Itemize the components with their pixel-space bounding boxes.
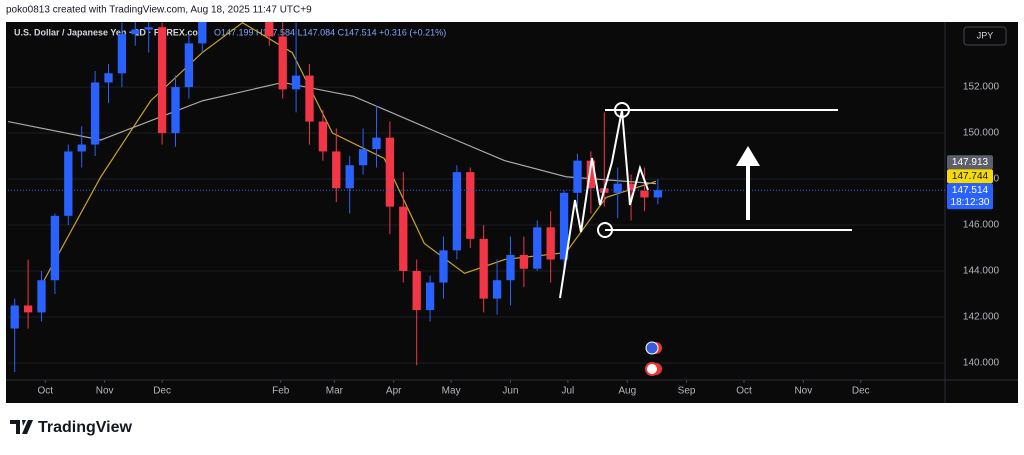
x-tick-label: Dec — [852, 386, 870, 397]
candle-body — [399, 206, 408, 272]
candle-body — [157, 27, 167, 134]
event-icon[interactable] — [645, 362, 659, 376]
x-tick-label: Aug — [618, 386, 636, 397]
candle-body — [77, 144, 86, 152]
candle-body — [425, 282, 435, 311]
x-tick-label: May — [442, 386, 461, 397]
event-icon[interactable] — [645, 341, 659, 355]
marker-circle — [597, 222, 613, 238]
candle-body — [50, 215, 60, 281]
candle-body — [278, 36, 287, 90]
candle-body — [291, 75, 301, 90]
x-tick-label: Feb — [272, 386, 290, 397]
candle-body — [466, 172, 475, 239]
y-tick-label: 142.000 — [963, 312, 1000, 323]
arrow-head — [736, 146, 760, 166]
x-tick-label: Oct — [736, 386, 752, 397]
candle-body — [265, 22, 274, 37]
candle-body — [452, 172, 462, 251]
candle-body — [626, 183, 636, 191]
candle-body — [492, 280, 502, 299]
brand-logo — [10, 420, 33, 434]
candle-body — [90, 82, 100, 145]
x-tick-label: Jun — [502, 386, 518, 397]
candle-body — [184, 43, 194, 88]
x-tick-label: Mar — [326, 386, 344, 397]
price-tag: 147.514 — [952, 185, 989, 196]
y-tick-label: 146.000 — [963, 220, 1000, 231]
drawing — [559, 102, 852, 376]
candle-body — [318, 121, 328, 152]
candle-body — [23, 305, 33, 313]
price-tag: 147.744 — [952, 171, 989, 182]
marker-circle — [614, 102, 630, 118]
credit: poko0813 created with TradingView.com, A… — [6, 5, 312, 16]
price-tag-bg — [947, 183, 993, 210]
candle-body — [479, 238, 488, 299]
x-tick-label: Sep — [678, 386, 696, 397]
candle-body — [613, 183, 622, 193]
currency-box[interactable] — [963, 26, 1007, 46]
candle-body — [640, 190, 649, 198]
candle-body — [37, 280, 46, 313]
candle-body — [345, 165, 354, 189]
x-tick-label: Apr — [386, 386, 402, 397]
candle-body — [144, 27, 153, 30]
candle-body — [439, 250, 448, 283]
candle-body — [533, 227, 542, 269]
candle-body — [332, 151, 341, 189]
candle-body — [559, 192, 569, 260]
chart-bg — [6, 22, 1018, 403]
price-tag-bg — [947, 155, 993, 170]
y-tick-label: 144.000 — [963, 266, 1000, 277]
candle-body — [586, 160, 596, 189]
candle-body — [131, 29, 140, 35]
y-tick-label: 152.000 — [963, 82, 1000, 93]
zigzag — [559, 109, 649, 299]
y-tick-label: 140.000 — [963, 358, 1000, 369]
countdown: 18:12:30 — [951, 197, 990, 208]
x-tick-label: Nov — [794, 386, 812, 397]
moving-average — [8, 81, 657, 185]
y-tick-label: 150.000 — [963, 128, 1000, 139]
candle-body — [117, 34, 127, 74]
candle-body — [104, 73, 113, 83]
candle-body — [305, 75, 314, 122]
axes: 140.000142.000144.000146.000148.000150.0… — [38, 82, 1000, 397]
candle-body — [358, 149, 368, 166]
candle-body — [519, 254, 529, 269]
currency[interactable]: JPY — [977, 30, 994, 40]
candle-body — [412, 271, 421, 311]
candle-body — [171, 87, 180, 134]
candle-body — [198, 22, 207, 44]
candle-body — [546, 227, 555, 260]
candle-body — [573, 160, 582, 193]
candle-body — [64, 151, 73, 216]
brand-name: TradingView — [38, 419, 133, 436]
x-tick-label: Dec — [153, 386, 171, 397]
candle-body — [653, 190, 663, 198]
brand: TradingView — [10, 419, 133, 436]
plot — [8, 22, 945, 373]
candle-body — [506, 254, 515, 281]
x-tick-label: Oct — [38, 386, 54, 397]
x-tick-label: Jul — [562, 386, 575, 397]
price-tag: 147.913 — [952, 157, 989, 168]
price-tag-bg — [947, 169, 993, 184]
candle-body — [385, 137, 395, 207]
x-tick-label: Nov — [96, 386, 114, 397]
ohlc: O147.199 H147.584 L147.084 C147.514 +0.3… — [214, 27, 446, 37]
candle-body — [372, 137, 381, 150]
symbol-title: U.S. Dollar / Japanese Yen · 1D · FOREX.… — [14, 27, 206, 37]
candle-body — [10, 305, 19, 329]
